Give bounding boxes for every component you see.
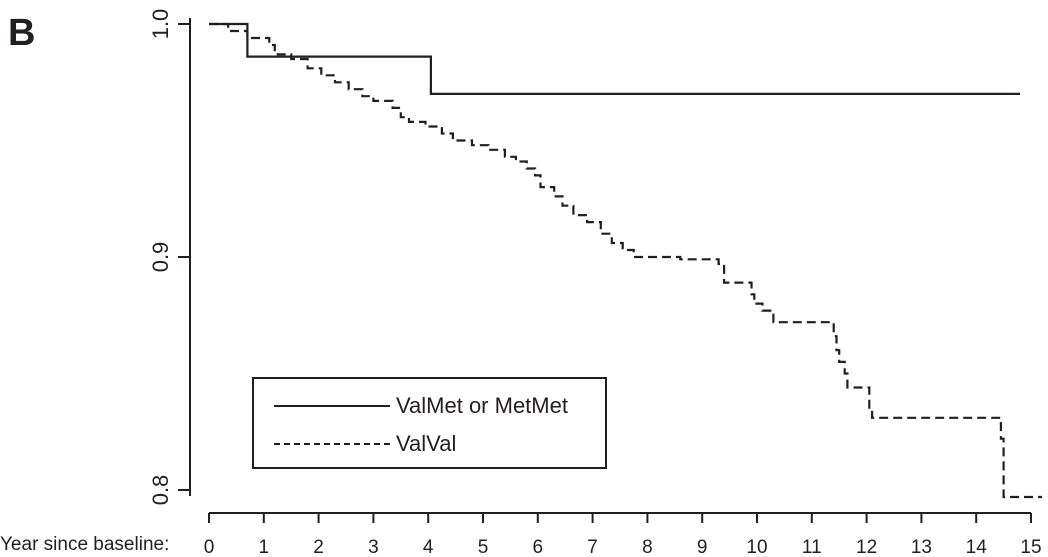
chart-legend: ValMet or MetMet ValVal: [252, 377, 607, 469]
x-tick-label: 6: [533, 537, 544, 557]
x-tick-label: 2: [313, 537, 324, 557]
panel-label: B: [8, 12, 36, 54]
y-tick-label: 0.9: [148, 242, 173, 273]
x-tick-label: 0: [204, 537, 215, 557]
series-line-valmet-or-metmet: [209, 22, 1020, 95]
legend-swatch-dashed: [274, 443, 390, 445]
x-tick-label: 11: [802, 537, 822, 557]
y-tick-label: 0.8: [148, 475, 173, 506]
series-line-valval: [209, 22, 1042, 499]
legend-item-valmet-or-metmet: ValMet or MetMet: [254, 391, 605, 421]
chart-series: [209, 22, 1042, 499]
x-tick-label: 5: [478, 537, 489, 557]
legend-item-valval: ValVal: [254, 429, 605, 459]
x-tick-label: 15: [1020, 537, 1041, 557]
legend-swatch-solid: [274, 405, 390, 407]
y-tick-label: 1.0: [148, 9, 173, 40]
x-tick-label: 7: [587, 537, 598, 557]
x-tick-label: 10: [746, 537, 767, 557]
legend-label: ValMet or MetMet: [396, 393, 568, 418]
x-tick-label: 3: [368, 537, 379, 557]
x-tick-label: 13: [911, 537, 932, 557]
x-tick-label: 14: [966, 537, 988, 557]
x-axis-prefix-label: Year since baseline:: [0, 534, 170, 555]
legend-label: ValVal: [396, 431, 457, 456]
x-tick-label: 9: [697, 537, 708, 557]
chart-axes: 0.80.91.00 1 2 3 4 5 6 7 8 9 10 11 12 13 14 15: [148, 9, 1042, 557]
x-tick-label: 1: [259, 537, 270, 557]
x-tick-label: 4: [423, 537, 434, 557]
x-tick-label: 8: [642, 537, 653, 557]
x-tick-label: 12: [856, 537, 877, 557]
